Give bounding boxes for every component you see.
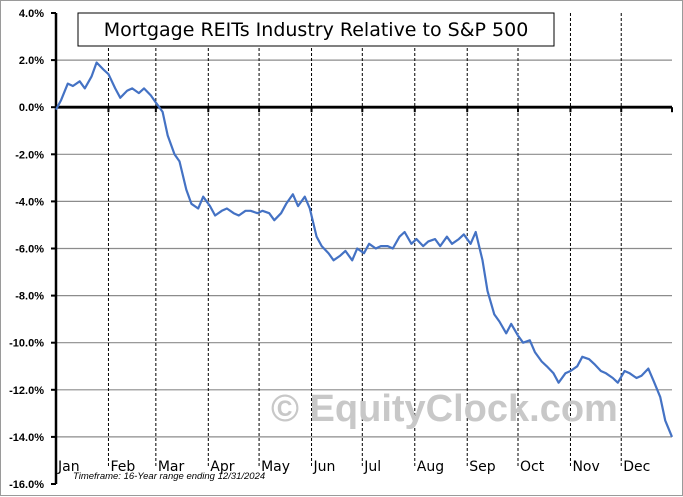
- chart-title: Mortgage REITs Industry Relative to S&P …: [104, 19, 529, 41]
- x-tick-label: Aug: [417, 459, 444, 475]
- x-tick-label: Mar: [158, 459, 185, 475]
- y-tick-label: -2.0%: [15, 149, 44, 161]
- y-axis: 4.0% 2.0% 0.0% -2.0% -4.0% -6.0% -8.0% -10.0% -1…: [9, 8, 58, 491]
- x-tick-label: Jun: [313, 459, 336, 475]
- y-tick-label: 2.0%: [19, 55, 44, 67]
- x-tick-label: Sep: [469, 459, 496, 475]
- x-tick-label: Jan: [57, 459, 80, 475]
- y-tick-label: 0.0%: [19, 102, 44, 114]
- series-line: [55, 61, 674, 438]
- chart-title-box: Mortgage REITs Industry Relative to S&P …: [77, 12, 555, 47]
- x-tick-label: Nov: [572, 459, 599, 475]
- watermark: © EquityClock.com: [271, 388, 618, 430]
- y-tick-label: -12.0%: [9, 385, 44, 397]
- x-tick-label: Dec: [623, 459, 650, 475]
- x-tick-label: Jul: [363, 459, 381, 475]
- y-tick-label: -16.0%: [9, 479, 44, 491]
- y-tick-label: -6.0%: [15, 244, 44, 256]
- y-tick-label: -14.0%: [9, 432, 44, 444]
- timeframe-footnote: Timeframe: 16-Year range ending 12/31/20…: [73, 471, 265, 482]
- y-tick-label: -4.0%: [15, 196, 44, 208]
- x-tick-label: Apr: [210, 459, 234, 475]
- horizontal-gridlines: [56, 59, 672, 438]
- y-tick-label: -10.0%: [9, 338, 44, 350]
- x-tick-label: May: [261, 459, 290, 475]
- x-tick-label: Oct: [520, 459, 545, 475]
- x-tick-label: Feb: [110, 459, 135, 475]
- y-tick-label: 4.0%: [19, 8, 44, 20]
- y-tick-label: -8.0%: [15, 291, 44, 303]
